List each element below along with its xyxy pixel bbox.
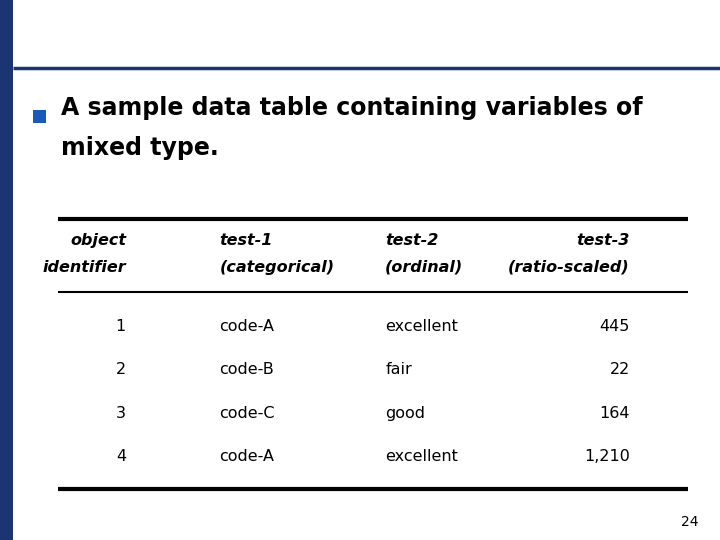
Bar bbox=[33, 110, 46, 123]
Text: 445: 445 bbox=[600, 319, 630, 334]
Text: test-1: test-1 bbox=[220, 233, 273, 248]
Text: A sample data table containing variables of: A sample data table containing variables… bbox=[61, 96, 643, 120]
Text: good: good bbox=[385, 406, 426, 421]
Text: object: object bbox=[70, 233, 126, 248]
Text: 2: 2 bbox=[116, 362, 126, 377]
Text: code-C: code-C bbox=[220, 406, 275, 421]
Text: 1: 1 bbox=[116, 319, 126, 334]
Text: (ordinal): (ordinal) bbox=[385, 260, 464, 275]
Text: (ratio-scaled): (ratio-scaled) bbox=[508, 260, 630, 275]
Text: 3: 3 bbox=[116, 406, 126, 421]
Text: mixed type.: mixed type. bbox=[61, 137, 219, 160]
Text: identifier: identifier bbox=[42, 260, 126, 275]
Text: excellent: excellent bbox=[385, 319, 458, 334]
Text: test-2: test-2 bbox=[385, 233, 438, 248]
Text: test-3: test-3 bbox=[577, 233, 630, 248]
Text: 4: 4 bbox=[116, 449, 126, 464]
Text: fair: fair bbox=[385, 362, 412, 377]
Text: 164: 164 bbox=[600, 406, 630, 421]
Bar bbox=[0, 0, 13, 540]
Text: 1,210: 1,210 bbox=[584, 449, 630, 464]
Text: (categorical): (categorical) bbox=[220, 260, 335, 275]
Text: excellent: excellent bbox=[385, 449, 458, 464]
Text: code-A: code-A bbox=[220, 319, 274, 334]
Text: code-B: code-B bbox=[220, 362, 274, 377]
Text: 24: 24 bbox=[681, 515, 698, 529]
Text: 22: 22 bbox=[610, 362, 630, 377]
Text: code-A: code-A bbox=[220, 449, 274, 464]
